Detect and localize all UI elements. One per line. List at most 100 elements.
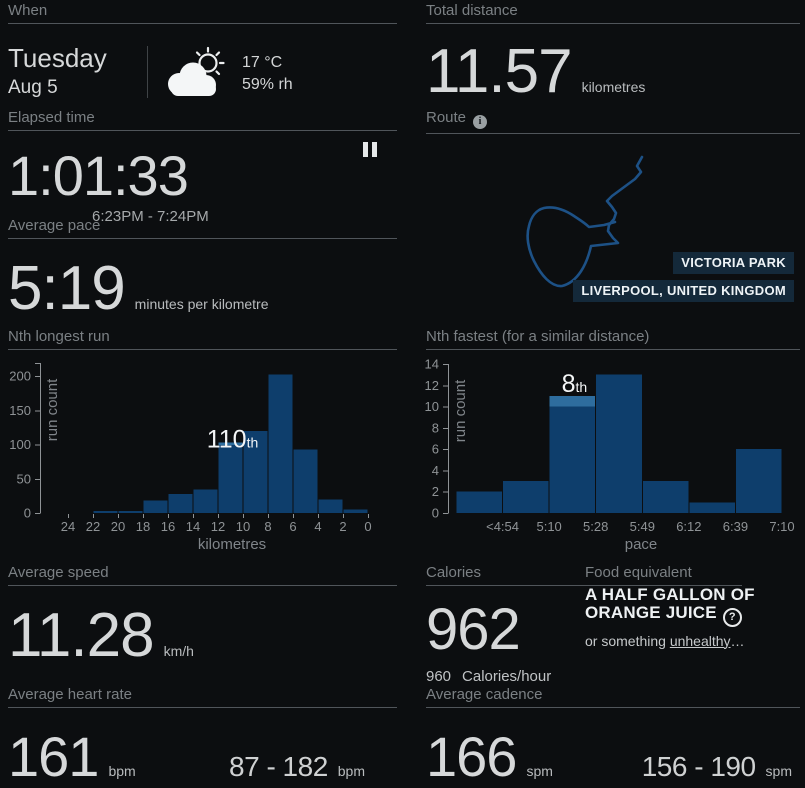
calories-title: Calories <box>426 564 482 581</box>
x-tick-label: 20 <box>111 519 125 534</box>
average-pace-title: Average pace <box>8 217 397 239</box>
histogram-bar-highlight <box>218 442 243 446</box>
rank-annotation: 8th <box>562 370 588 398</box>
histogram-bar <box>243 430 268 513</box>
histogram-bar <box>268 374 293 513</box>
x-tick-label: 18 <box>136 519 150 534</box>
histogram-bar <box>168 493 193 513</box>
total-distance-title: Total distance <box>426 2 800 24</box>
elapsed-time-value: 1:01:33 <box>8 144 189 207</box>
route-label-city: LIVERPOOL, UNITED KINGDOM <box>573 280 794 302</box>
histogram-bar <box>689 502 735 513</box>
average-cadence-value: 166 <box>426 725 517 788</box>
food-equivalent-title: Food equivalent <box>585 564 692 581</box>
histogram-bar <box>596 374 642 513</box>
nth-fastest-section: Nth fastest (for a similar distance) <box>426 328 800 350</box>
route-section: Route i <box>426 109 800 134</box>
histogram-bar <box>343 509 368 513</box>
histogram-bar-highlight <box>549 395 596 407</box>
when-title: When <box>8 2 397 24</box>
x-tick-label: 6:12 <box>676 519 701 534</box>
unhealthy-link[interactable]: unhealthy <box>669 632 731 649</box>
day-of-week: Tuesday <box>8 43 107 73</box>
histogram-bar <box>293 449 318 513</box>
x-tick-label: 14 <box>186 519 200 534</box>
y-tick-label: 100 <box>9 437 31 452</box>
average-speed-title: Average speed <box>8 564 397 586</box>
x-tick-label: 0 <box>364 519 371 534</box>
route-title: Route i <box>426 109 800 134</box>
average-cadence-title: Average cadence <box>426 686 800 708</box>
x-tick-label: 5:28 <box>583 519 608 534</box>
y-tick-label: 10 <box>425 399 439 414</box>
average-heart-rate-title: Average heart rate <box>8 686 397 708</box>
question-mark-icon[interactable]: ? <box>722 607 742 627</box>
x-tick-label: 4 <box>314 519 321 534</box>
calories-per-hour: 960 Calories/hour <box>426 668 742 685</box>
run-date: Aug 5 <box>8 76 58 98</box>
nth-fastest-chart: 0 2 4 6 8 10 12 14 <4:54 5:10 5:28 5:49 6:12 6:39 7:10… <box>425 357 795 554</box>
total-distance-section: Total distance 11.57 kilometres <box>426 2 800 103</box>
average-speed-unit: km/h <box>163 643 194 659</box>
x-axis-caption: pace <box>625 536 658 553</box>
total-distance-value: 11.57 <box>426 37 573 106</box>
y-tick-label: 14 <box>425 357 439 372</box>
x-tick-label: <4:54 <box>486 519 519 534</box>
temperature: 17 °C <box>242 54 283 71</box>
histogram-bar <box>218 445 243 513</box>
y-tick-label: 150 <box>9 403 31 418</box>
average-pace-value: 5:19 <box>8 254 126 323</box>
y-tick-label: 8 <box>432 420 439 435</box>
when-section: When Tuesday Aug 5 <box>8 2 397 102</box>
route-title-text: Route <box>426 109 467 126</box>
heart-rate-range: 87 - 182 <box>229 751 328 782</box>
x-tick-label: 5:10 <box>536 519 561 534</box>
sun-behind-cloud-icon <box>168 46 225 96</box>
y-tick-label: 4 <box>432 463 439 478</box>
average-pace-unit: minutes per kilometre <box>134 296 269 312</box>
day-block: Tuesday Aug 5 <box>8 43 139 102</box>
info-icon[interactable]: i <box>473 114 488 129</box>
humidity: 59% rh <box>242 76 293 93</box>
x-tick-label: 5:49 <box>630 519 655 534</box>
calories-value: 962 <box>426 597 521 662</box>
vertical-divider <box>147 46 148 98</box>
calories-food-section: Calories Food equivalent 962 960 Calorie… <box>426 564 755 685</box>
average-heart-rate-unit: bpm <box>108 763 136 779</box>
nth-longest-run-section: Nth longest run <box>8 328 397 350</box>
average-cadence-section: Average cadence 166 spm 156 - 190 spm <box>426 686 800 785</box>
elapsed-time-section: Elapsed time 1:01:33 6:23PM - 7:24PM <box>8 109 397 225</box>
nth-fastest-title: Nth fastest (for a similar distance) <box>426 328 800 350</box>
average-speed-section: Average speed 11.28 km/h <box>8 564 397 667</box>
y-tick-label: 12 <box>425 378 439 393</box>
when-content: Tuesday Aug 5 <box>8 43 397 102</box>
food-alternative: or something unhealthy… <box>585 633 763 649</box>
y-axis-caption: run count <box>44 378 61 441</box>
histogram-bar <box>549 406 596 513</box>
cadence-range: 156 - 190 <box>641 751 756 782</box>
food-equivalent-block: A HALF GALLON OF ORANGE JUICE? or someth… <box>585 586 763 649</box>
y-tick-label: 0 <box>24 506 31 521</box>
route-label-park: VICTORIA PARK <box>673 252 794 274</box>
route-path <box>526 155 644 288</box>
x-tick-label: 6 <box>289 519 296 534</box>
average-speed-value: 11.28 <box>8 601 155 670</box>
x-tick-label: 2 <box>339 519 346 534</box>
y-tick-label: 2 <box>432 484 439 499</box>
cadence-range-unit: spm <box>765 763 792 779</box>
time-range: 6:23PM - 7:24PM <box>92 208 209 225</box>
histogram-bar <box>193 489 218 513</box>
x-tick-label: 12 <box>211 519 225 534</box>
x-tick-label: 16 <box>161 519 175 534</box>
y-tick-label: 0 <box>432 506 439 521</box>
histogram-bar <box>503 481 549 513</box>
x-tick-label: 22 <box>86 519 100 534</box>
x-tick-label: 8 <box>264 519 271 534</box>
histogram-bar <box>642 481 689 513</box>
calories-header-row: Calories Food equivalent <box>426 564 742 586</box>
route-map <box>526 155 644 288</box>
x-axis-caption: kilometres <box>198 536 266 553</box>
heart-rate-range-unit: bpm <box>337 763 365 779</box>
histogram-bar <box>143 500 168 513</box>
